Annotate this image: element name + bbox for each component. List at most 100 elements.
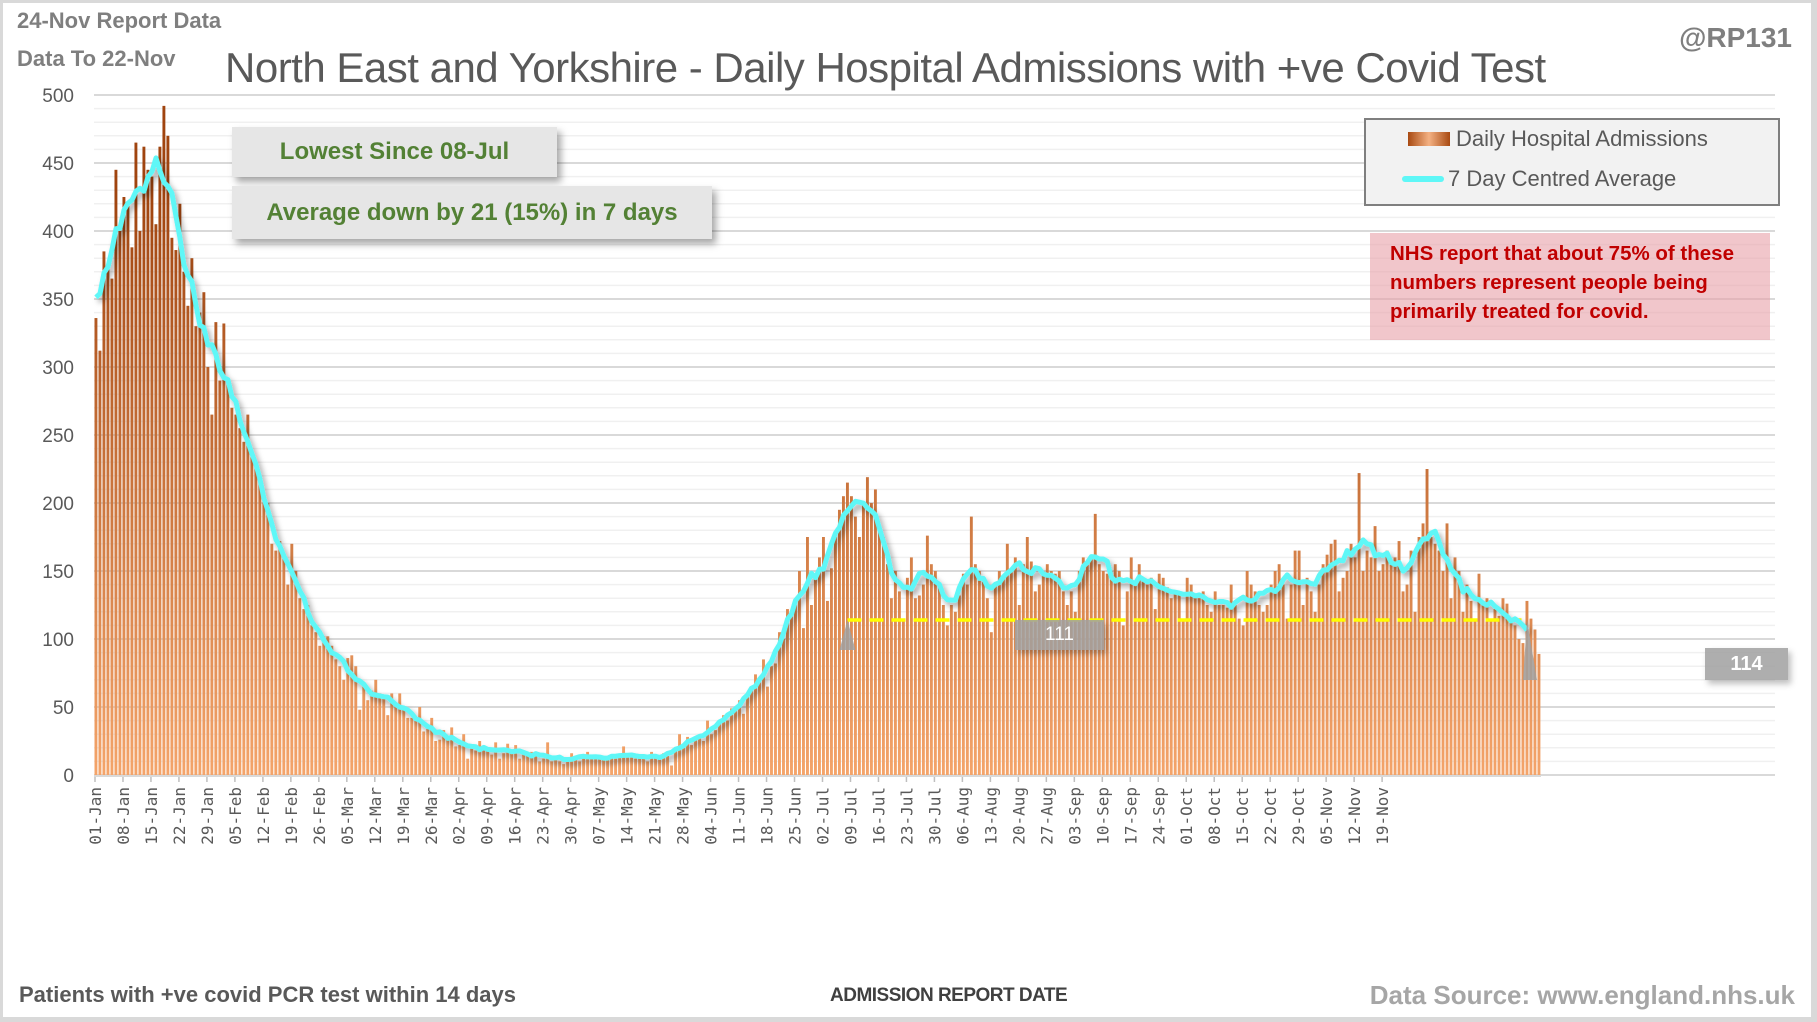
bar (550, 761, 554, 775)
bar (570, 753, 574, 775)
bar (270, 543, 274, 775)
bar (370, 690, 374, 775)
bar (1245, 571, 1249, 775)
bar (1529, 618, 1533, 775)
x-axis-ticks: 01-Jan 08-Jan 15-Jan 22-Jan 29-Jan 05-Feb 12-F… (86, 776, 1392, 845)
bar (118, 231, 122, 775)
bar (742, 713, 745, 775)
bar (382, 698, 386, 775)
bar (1341, 577, 1345, 775)
bar (394, 705, 398, 775)
bar (969, 516, 973, 775)
bar (274, 550, 278, 775)
bar (158, 146, 162, 775)
bar (734, 707, 737, 775)
bar (893, 571, 897, 775)
bar (961, 573, 965, 775)
bar (1537, 653, 1541, 775)
bar (1249, 584, 1253, 775)
bar (114, 169, 118, 776)
bar (929, 564, 933, 775)
x-tick-label: 22-Jan (170, 787, 189, 845)
bar (881, 537, 885, 775)
bar (662, 753, 666, 775)
bar (446, 738, 450, 775)
bar (658, 758, 662, 775)
bar (678, 734, 681, 775)
bar (1165, 587, 1169, 775)
x-tick-label: 19-Mar (394, 787, 413, 845)
y-tick-label: 50 (53, 698, 74, 719)
bar (1509, 621, 1513, 775)
footer-note: Patients with +ve covid PCR test within … (19, 982, 516, 1007)
callout-lowest-since: Lowest Since 08-Jul (232, 127, 557, 177)
bar (106, 269, 110, 775)
bar (1309, 591, 1313, 775)
bar (1473, 619, 1477, 775)
bar (502, 753, 506, 775)
bar (1365, 550, 1369, 775)
bar (566, 761, 570, 775)
bar (354, 666, 358, 775)
bar (869, 503, 873, 775)
bar (230, 407, 234, 775)
x-tick-label: 15-Oct (1233, 787, 1252, 845)
x-tick-label: 12-Feb (254, 787, 273, 845)
bar (1329, 543, 1333, 775)
bar (1213, 591, 1217, 775)
bar (194, 326, 198, 775)
nhs-note-line-3: primarily treated for covid. (1390, 300, 1649, 323)
bar (434, 741, 438, 775)
bar (1457, 571, 1461, 775)
bar (450, 727, 454, 775)
bar (214, 322, 218, 775)
bar (470, 745, 474, 775)
x-tick-label: 30-Jul (925, 787, 944, 845)
legend-item-line: 7 Day Centred Average (1402, 166, 1676, 192)
bar (554, 755, 558, 775)
bar (1241, 625, 1245, 775)
bar (454, 746, 458, 775)
bar (810, 605, 813, 775)
bar (905, 577, 909, 775)
bar (654, 755, 658, 775)
bar (1169, 598, 1173, 775)
bar (234, 414, 238, 775)
bar (314, 632, 318, 775)
bar (1017, 605, 1021, 775)
bar (802, 628, 805, 775)
bar (1065, 605, 1069, 775)
x-tick-label: 16-Jul (869, 787, 888, 845)
y-axis-ticks: 0 50 100 150 200 250 300 350 400 450 500 (42, 86, 74, 787)
bar (534, 754, 538, 775)
bar (1201, 591, 1205, 775)
bar (498, 758, 502, 775)
bar (814, 577, 817, 775)
x-tick-label: 03-Sep (1065, 787, 1084, 845)
bar (1445, 523, 1449, 775)
bar (1217, 605, 1221, 775)
bar (1045, 564, 1049, 775)
bar (1361, 571, 1365, 775)
nhs-note-line-1: NHS report that about 75% of these (1390, 242, 1734, 265)
y-tick-label: 250 (42, 426, 74, 447)
bar (1393, 557, 1397, 775)
bar (1277, 564, 1281, 775)
bar (386, 715, 390, 775)
bar (426, 728, 430, 775)
legend-label-bars: Daily Hospital Admissions (1456, 126, 1708, 151)
bar (1193, 595, 1197, 775)
bar (1009, 571, 1013, 775)
bar (494, 742, 498, 775)
bar (350, 655, 354, 775)
bar (458, 745, 462, 775)
bar (514, 745, 518, 775)
bar (1481, 600, 1485, 775)
bar (1025, 537, 1029, 775)
bar (650, 751, 654, 775)
bar (1085, 564, 1089, 775)
bar (1417, 537, 1421, 775)
bar (166, 135, 170, 776)
x-tick-label: 13-Aug (981, 787, 1000, 845)
bar (1061, 591, 1065, 775)
